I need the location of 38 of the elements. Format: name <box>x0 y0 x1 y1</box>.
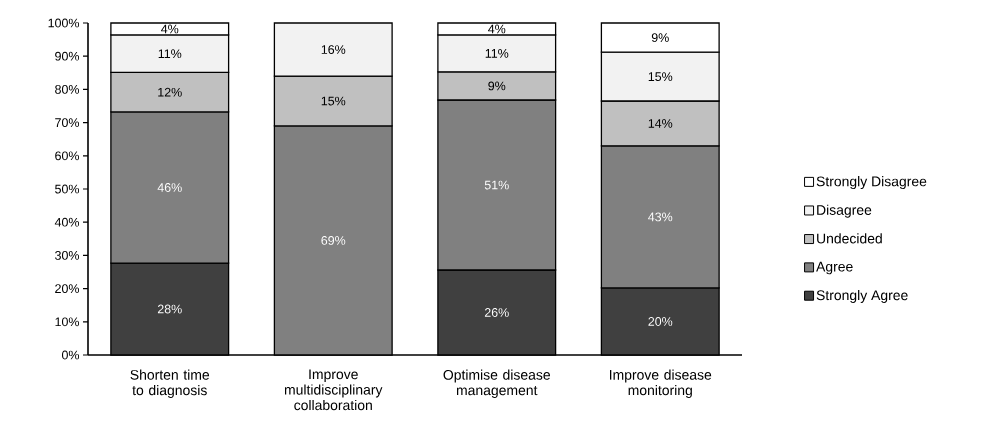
legend-label: Strongly Agree <box>816 289 908 303</box>
x-tick-label: Improve multidisciplinary collaboration <box>284 369 383 411</box>
data-label: 11% <box>158 49 182 59</box>
data-label: 4% <box>161 24 179 34</box>
data-label: 4% <box>488 24 506 34</box>
data-label: 69% <box>321 236 346 245</box>
data-label: 46% <box>157 183 182 192</box>
data-label: 51% <box>484 180 509 190</box>
data-label: 9% <box>651 33 669 43</box>
data-label: 12% <box>158 87 182 97</box>
y-tick-label: 50% <box>55 184 80 194</box>
x-tick-label: Improve disease monitoring <box>609 369 712 398</box>
y-tick-label: 80% <box>55 85 80 94</box>
data-label: 9% <box>488 81 506 91</box>
legend-label: Agree <box>816 261 853 275</box>
data-label: 20% <box>648 317 673 326</box>
y-tick-label: 0% <box>61 350 80 360</box>
data-label: 11% <box>485 49 509 58</box>
legend-label: Undecided <box>817 233 882 244</box>
data-label: 15% <box>648 72 673 81</box>
legend-label: Strongly Disagree <box>816 176 927 190</box>
data-label: 28% <box>157 304 182 314</box>
y-tick-label: 90% <box>55 51 80 61</box>
y-tick-label: 10% <box>55 317 80 327</box>
y-tick-label: 60% <box>55 151 80 161</box>
y-tick-label: 40% <box>54 217 80 227</box>
y-tick-label: 30% <box>55 251 80 260</box>
legend-label: Disagree <box>817 204 872 218</box>
y-tick-label: 100% <box>48 18 80 28</box>
x-tick-label: Optimise disease management <box>443 369 550 398</box>
x-tick-label: Shorten time to diagnosis <box>130 369 210 398</box>
y-tick-label: 70% <box>55 118 80 128</box>
data-label: 43% <box>648 212 673 222</box>
y-tick-label: 20% <box>55 284 80 294</box>
data-label: 14% <box>648 119 673 128</box>
data-label: 26% <box>484 308 509 317</box>
data-label: 16% <box>321 45 346 54</box>
data-label: 15% <box>321 96 346 106</box>
